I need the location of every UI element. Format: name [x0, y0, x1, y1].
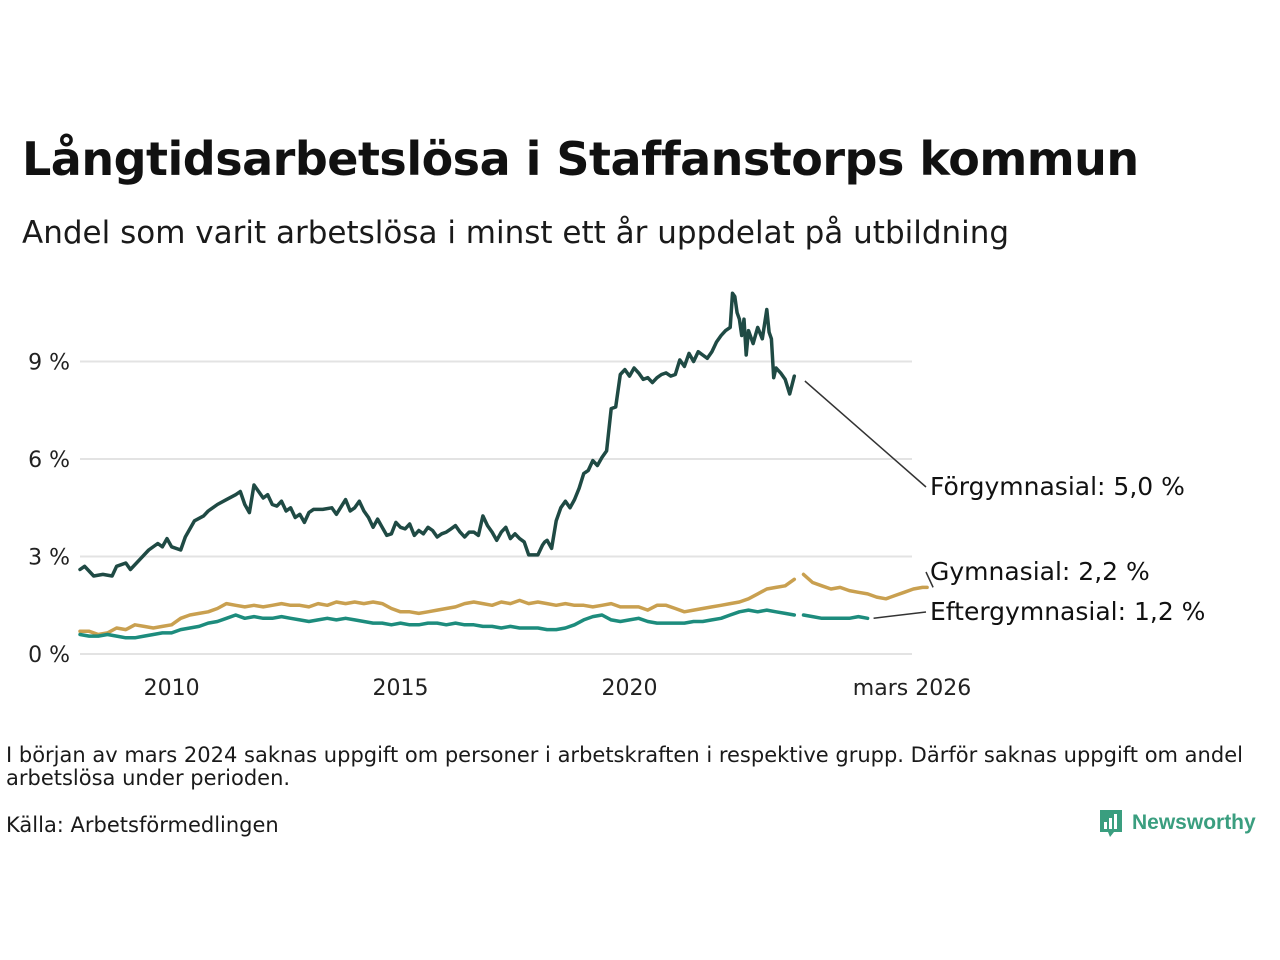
x-axis: 2010 2015 2020 mars 2026	[144, 676, 972, 701]
y-tick-label: 9 %	[28, 351, 70, 376]
end-label-leader	[873, 611, 927, 619]
end-label-leader	[804, 380, 927, 488]
gridlines	[80, 360, 912, 655]
x-tick-label: 2020	[601, 676, 657, 701]
end-label-gymnasial: Gymnasial: 2,2 %	[930, 557, 1150, 586]
y-tick-label: 0 %	[28, 643, 70, 668]
end-labels: Förgymnasial: 5,0 % Gymnasial: 2,2 % Efter…	[804, 380, 1205, 626]
y-tick-label: 6 %	[28, 448, 70, 473]
series-line-förgymnasial-1	[78, 291, 797, 578]
x-tick-label: mars 2026	[853, 676, 971, 701]
series-line-gymnasial-2	[801, 572, 929, 601]
series-line-eftergymnasial-2	[801, 613, 870, 621]
chart-note: I början av mars 2024 saknas uppgift om …	[6, 743, 1243, 790]
series-lines	[78, 291, 929, 640]
chart-subtitle: Andel som varit arbetslösa i minst ett å…	[22, 215, 1010, 251]
newsworthy-logo[interactable]: Newsworthy	[1098, 808, 1256, 838]
end-label-eftergymnasial: Eftergymnasial: 1,2 %	[930, 597, 1205, 626]
end-label-förgymnasial: Förgymnasial: 5,0 %	[930, 472, 1185, 501]
newsworthy-logo-icon	[1100, 810, 1122, 837]
y-tick-label: 3 %	[28, 546, 70, 571]
series-line-eftergymnasial-1	[78, 608, 797, 640]
x-tick-label: 2010	[144, 676, 200, 701]
x-tick-label: 2015	[373, 676, 429, 701]
series-line-gymnasial-1	[78, 577, 797, 637]
brand-name: Newsworthy	[1132, 811, 1256, 834]
chart-title: Långtidsarbetslösa i Staffanstorps kommu…	[22, 132, 1139, 186]
y-axis: 0 % 3 % 6 % 9 %	[28, 351, 70, 669]
end-label-leader	[925, 571, 934, 588]
chart-source: Källa: Arbetsförmedlingen	[6, 813, 279, 837]
line-chart: 0 % 3 % 6 % 9 % 2010 2015 2020 mars 2026 Förgy…	[28, 291, 1205, 701]
